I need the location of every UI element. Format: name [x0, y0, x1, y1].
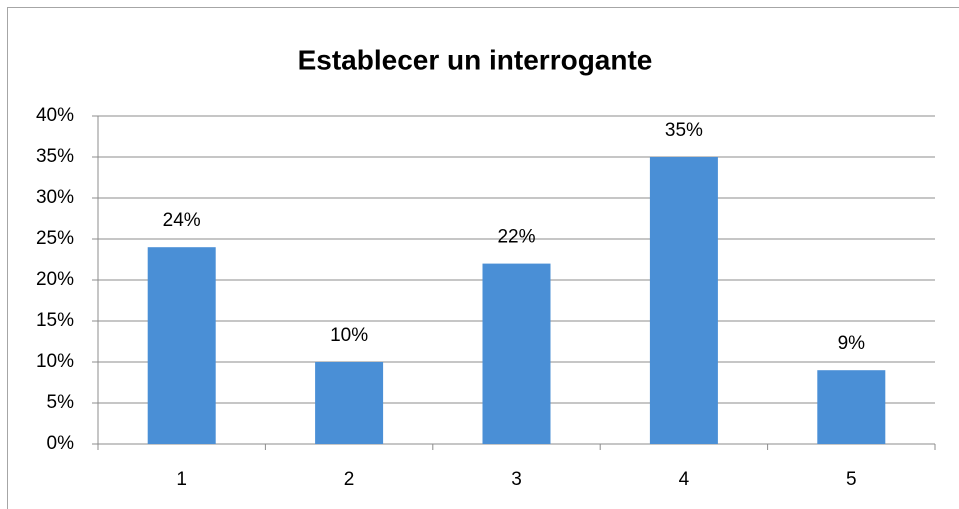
data-label: 22% — [497, 227, 535, 248]
y-tick-label: 15% — [36, 310, 74, 331]
x-tick-label: 1 — [176, 469, 187, 490]
data-label: 10% — [330, 325, 368, 346]
x-tick-label: 2 — [344, 469, 355, 490]
chart-title: Establecer un interrogante — [298, 44, 653, 75]
y-tick-label: 10% — [36, 351, 74, 372]
bar — [315, 362, 384, 444]
bar — [817, 370, 886, 444]
y-tick-label: 35% — [36, 146, 74, 167]
x-tick-label: 4 — [679, 469, 690, 490]
x-tick-label: 3 — [511, 469, 522, 490]
bar — [147, 247, 216, 444]
y-tick-label: 40% — [36, 105, 74, 126]
y-tick-label: 5% — [47, 392, 75, 413]
y-tick-label: 0% — [47, 433, 75, 454]
y-tick-label: 25% — [36, 228, 74, 249]
data-label: 24% — [163, 210, 201, 231]
data-label: 9% — [838, 333, 866, 354]
y-tick-label: 20% — [36, 269, 74, 290]
x-tick-label: 5 — [846, 469, 857, 490]
bar — [482, 263, 551, 444]
bar — [649, 157, 718, 444]
data-label: 35% — [665, 120, 703, 141]
chart-border — [7, 7, 959, 509]
y-tick-label: 30% — [36, 187, 74, 208]
